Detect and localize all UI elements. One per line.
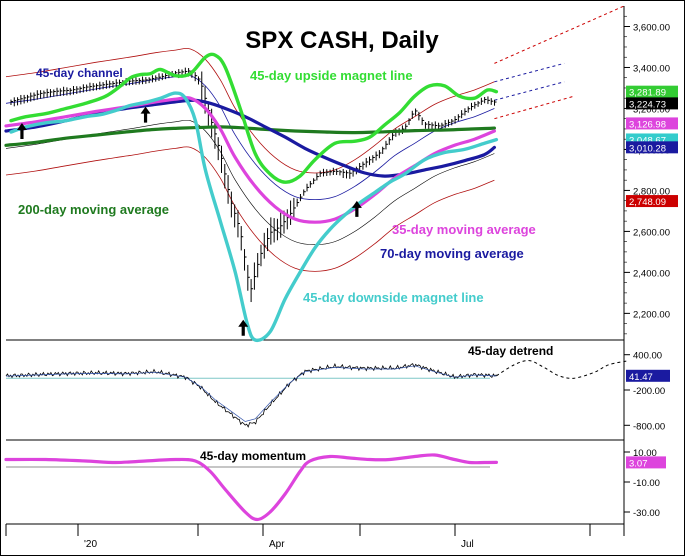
projection-line [494,62,565,83]
channel-outer-lower [5,146,495,272]
ma200-line [4,125,496,147]
y-tick-label: 3,600.00 [633,22,670,33]
channel-outer-upper [5,48,495,174]
y-tick-label: 3,400.00 [633,63,670,74]
value-badge-label: 3,010.28 [629,143,666,154]
y-tick-label: 2,400.00 [633,268,670,279]
projection-line [494,81,565,101]
detrend-panel [5,360,630,428]
axis-layer: 2,200.002,400.002,600.002,800.003,000.00… [77,15,678,550]
downside-magnet-line [9,91,499,343]
value-badge [626,97,678,110]
value-badge [626,141,678,154]
projection-line [494,95,575,120]
y-tick-label: 2,800.00 [633,186,670,197]
ma70-label: 70-day moving average [380,246,524,261]
arrow-icon [16,123,27,140]
value-badge-label: 3,126.98 [629,119,666,130]
ma200-label: 200-day moving average [18,202,169,217]
momentum-y-tick-label: 10.00 [633,448,657,459]
y-tick-label: 3,200.00 [633,104,670,115]
value-badge [626,117,678,130]
channel-inner-upper [5,74,495,201]
upside-magnet-line [9,52,499,184]
detrend-value-badge-label: 41.47 [629,372,653,383]
momentum-label: 45-day momentum [200,449,306,463]
x-tick-label: '20 [84,539,97,550]
y-tick-label: 2,200.00 [633,309,670,320]
arrow-icon [140,106,151,123]
chart-title: SPX CASH, Daily [245,27,439,54]
momentum-panel [4,453,498,522]
value-badge-label: 3,224.73 [629,99,666,110]
detrend-y-tick-label: -200.00 [633,386,665,397]
channel-label: 45-day channel [36,66,123,80]
momentum-value-badge-label: 3.07 [629,458,648,469]
detrend-projection [496,360,630,379]
detrend-y-tick-label: -800.00 [633,421,665,432]
momentum-y-tick-label: -30.00 [633,508,660,519]
value-badge-label: 3,281.89 [629,88,666,99]
detrend-value-badge [626,369,670,382]
detrend-y-tick-label: 400.00 [633,351,662,362]
upside-magnet-label: 45-day upside magnet line [250,68,413,83]
value-badge-label: 2,748.09 [629,197,666,208]
arrow-icon [351,200,362,217]
x-tick-label: Apr [269,539,285,550]
momentum-y-tick-label: -10.00 [633,478,660,489]
main-panel [4,5,625,343]
value-badge [626,85,678,98]
detrend-label: 45-day detrend [468,344,553,358]
y-tick-label: 2,600.00 [633,227,670,238]
x-tick-label: Jul [461,539,474,550]
value-badge-label: 3,048.67 [629,135,666,146]
momentum-value-badge [626,456,666,469]
momentum-line [4,453,498,522]
ma35-label: 35-day moving average [392,222,536,237]
arrow-icon [238,319,249,336]
value-badge [626,195,678,208]
downside-magnet-label: 45-day downside magnet line [303,290,484,305]
detrend-smooth-line [5,365,497,422]
channel-inner-lower [5,119,495,246]
